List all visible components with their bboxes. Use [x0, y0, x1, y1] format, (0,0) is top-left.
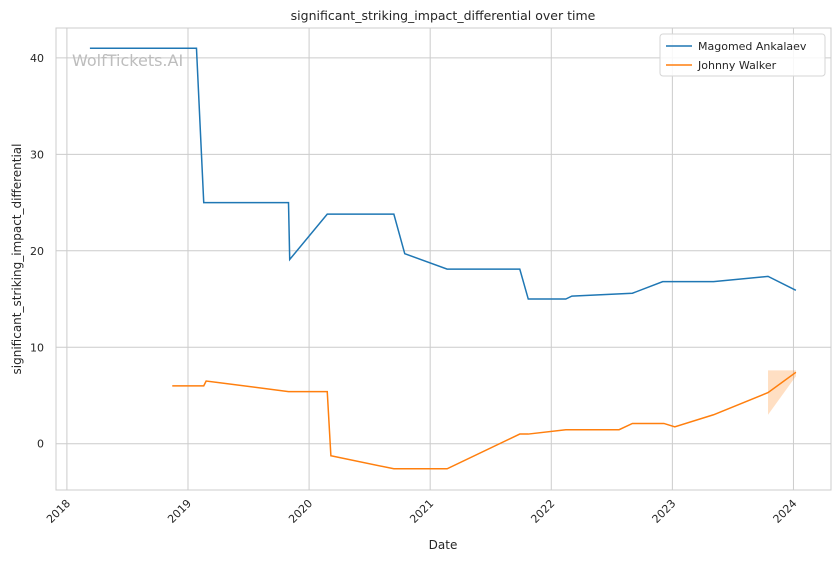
x-tick-label: 2021 — [407, 497, 436, 526]
legend-box — [659, 33, 826, 77]
x-axis-label: Date — [429, 538, 458, 552]
y-tick-label: 40 — [30, 52, 44, 65]
watermark: WolfTickets.AI — [72, 51, 183, 70]
y-tick-label: 30 — [30, 148, 44, 161]
x-tick-label: 2019 — [165, 497, 194, 526]
legend-label: Magomed Ankalaev — [698, 40, 807, 53]
y-tick-label: 0 — [37, 438, 44, 451]
confidence-band — [768, 370, 796, 415]
x-tick-label: 2018 — [44, 497, 73, 526]
x-tick-label: 2024 — [771, 497, 800, 526]
series-line-1 — [172, 371, 797, 470]
legend-label: Johnny Walker — [697, 59, 777, 72]
series-line-0 — [89, 47, 797, 300]
chart-title: significant_striking_impact_differential… — [291, 8, 596, 23]
y-axis-label: significant_striking_impact_differential — [10, 144, 24, 375]
x-tick-label: 2022 — [528, 497, 557, 526]
x-tick-label: 2023 — [649, 497, 678, 526]
plot-frame — [55, 27, 832, 491]
legend: Magomed Ankalaev Johnny Walker — [659, 33, 826, 77]
y-tick-label: 20 — [30, 245, 44, 258]
x-tick-label: 2020 — [286, 497, 315, 526]
y-tick-label: 10 — [30, 341, 44, 354]
